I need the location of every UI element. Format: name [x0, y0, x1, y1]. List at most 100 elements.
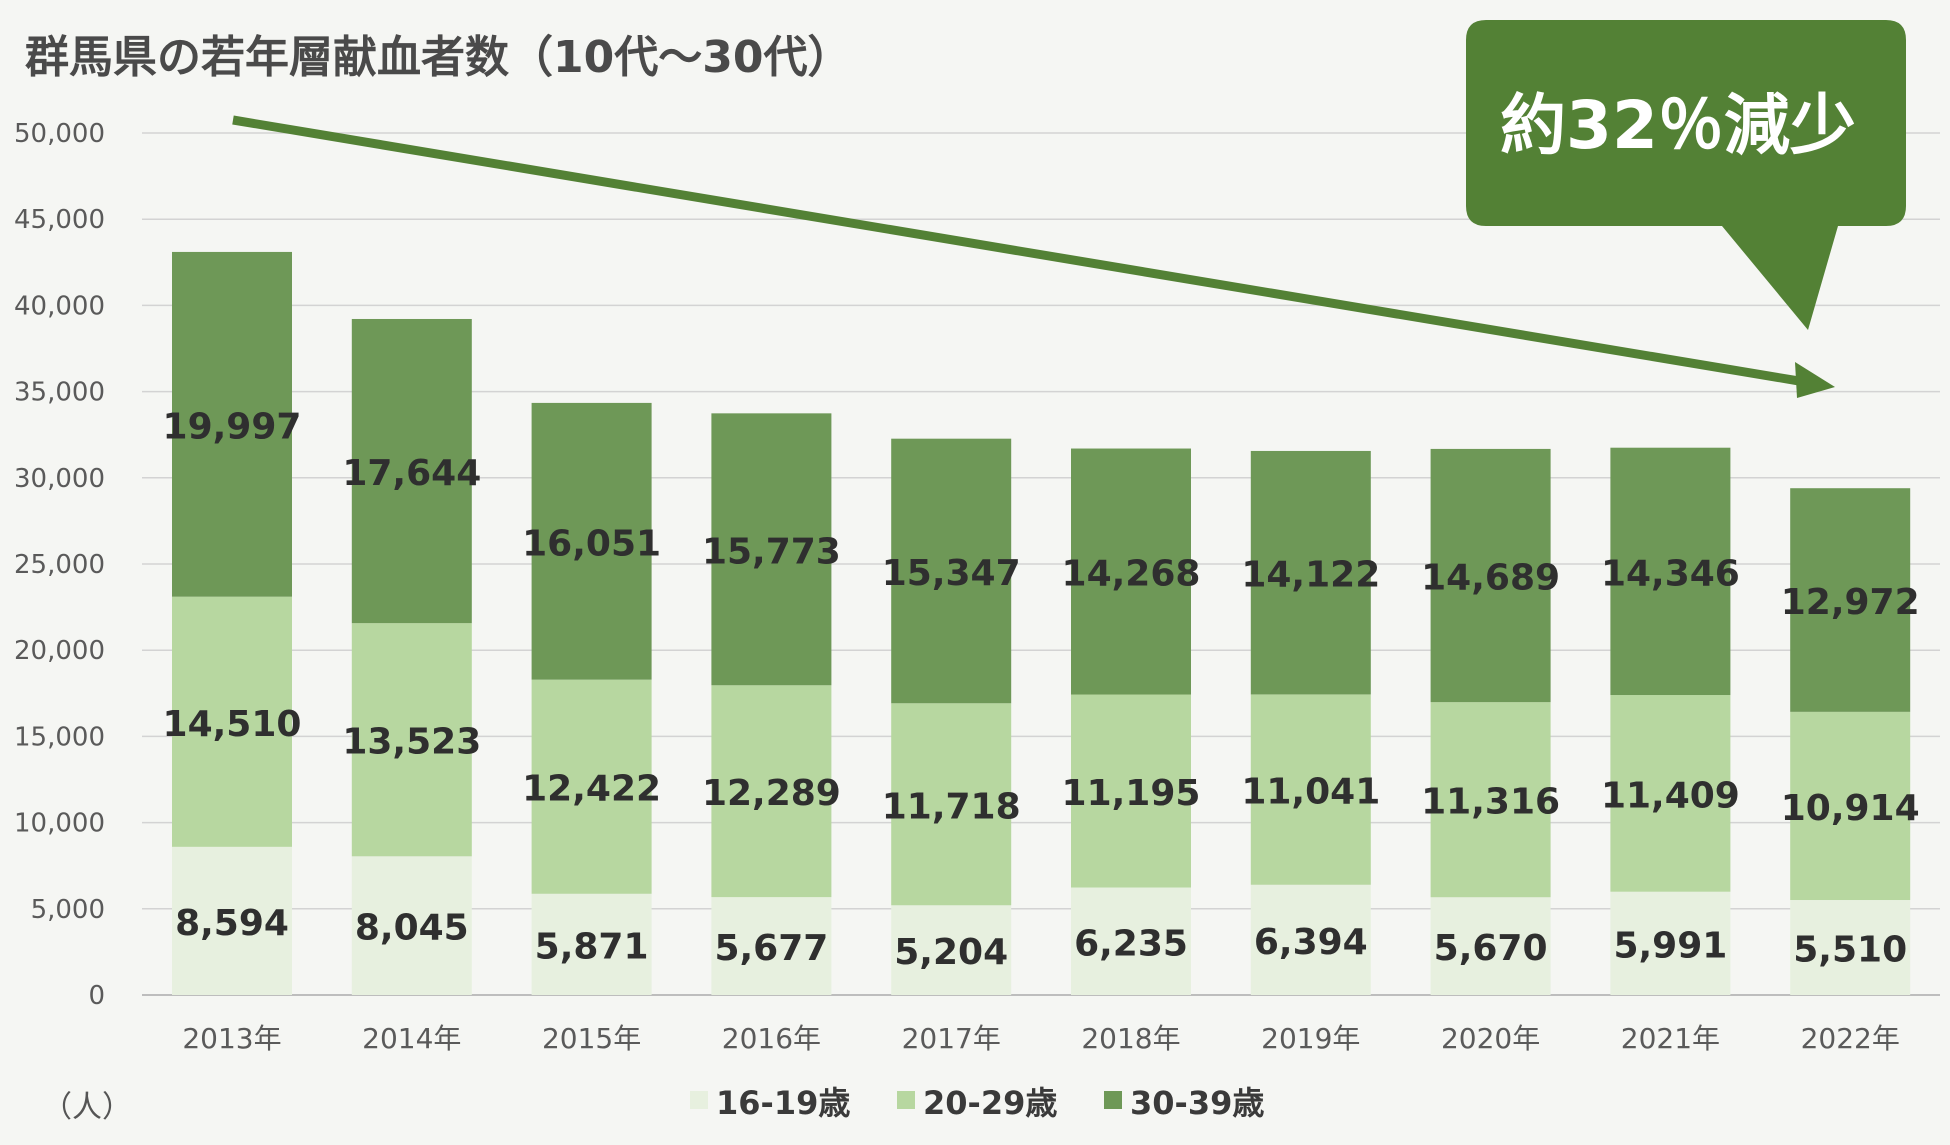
data-label: 17,644 — [342, 453, 481, 494]
y-tick-label: 0 — [88, 981, 105, 1011]
bar-30-39歳-2018年 — [1071, 448, 1191, 695]
data-label: 5,871 — [535, 926, 649, 967]
legend-swatch — [897, 1091, 915, 1109]
y-axis: 0 5,000 10,000 15,000 20,000 25,000 30,000 35,0… — [14, 119, 105, 1011]
legend-swatch — [690, 1091, 708, 1109]
y-tick-label: 5,000 — [31, 895, 105, 925]
x-tick-label: 2014年 — [362, 1022, 461, 1055]
data-label: 14,122 — [1241, 555, 1380, 596]
y-tick-label: 15,000 — [14, 722, 105, 752]
bar-20-29歳-2016年 — [711, 685, 832, 898]
bars-group: 8,594 14,510 19,997 8,045 13,523 17,644 5,871 1… — [163, 251, 1920, 995]
data-label: 15,773 — [702, 531, 841, 572]
callout-bubble: 約32％減少 — [1466, 20, 1906, 330]
bar-16-19歳-2015年 — [531, 893, 652, 995]
callout-text: 約32％減少 — [1500, 87, 1856, 164]
trend-arrow-line — [232, 115, 1806, 387]
data-label: 6,394 — [1254, 922, 1368, 963]
x-tick-label: 2017年 — [902, 1022, 1001, 1055]
x-tick-label: 2013年 — [182, 1022, 281, 1055]
legend: 16-19歳 20-29歳 30-39歳 — [690, 1084, 1264, 1122]
bar-20-29歳-2020年 — [1430, 702, 1551, 898]
data-label: 12,972 — [1781, 582, 1920, 623]
data-label: 12,422 — [522, 769, 661, 810]
data-label: 10,914 — [1781, 788, 1920, 829]
y-tick-label: 40,000 — [14, 291, 105, 321]
data-label: 5,991 — [1613, 925, 1727, 966]
bar-16-19歳-2013年 — [172, 846, 292, 995]
y-tick-label: 35,000 — [14, 378, 105, 408]
data-label: 5,677 — [714, 928, 828, 969]
legend-label: 20-29歳 — [923, 1084, 1057, 1122]
bar-20-29歳-2014年 — [351, 623, 472, 857]
y-tick-label: 45,000 — [14, 205, 105, 235]
data-label: 11,316 — [1421, 782, 1560, 823]
bar-16-19歳-2021年 — [1610, 891, 1731, 995]
bar-20-29歳-2022年 — [1790, 711, 1911, 901]
bar-20-29歳-2018年 — [1071, 694, 1191, 888]
chart-title: 群馬県の若年層献血者数（10代～30代） — [25, 32, 851, 83]
bar-30-39歳-2021年 — [1610, 447, 1731, 696]
data-label: 15,347 — [882, 553, 1021, 594]
x-axis: 2013年 2014年 2015年 2016年 2017年 2018年 2019年 2020年… — [182, 1022, 1899, 1055]
data-label: 11,409 — [1601, 775, 1740, 816]
x-tick-label: 2016年 — [722, 1022, 821, 1055]
y-tick-label: 20,000 — [14, 636, 105, 666]
bar-16-19歳-2019年 — [1250, 884, 1371, 995]
bar-30-39歳-2019年 — [1250, 450, 1371, 695]
data-label: 12,289 — [702, 773, 841, 814]
data-label: 14,346 — [1601, 553, 1740, 594]
bar-20-29歳-2021年 — [1610, 695, 1731, 892]
bar-16-19歳-2020年 — [1430, 897, 1551, 995]
bar-20-29歳-2019年 — [1250, 694, 1371, 885]
bar-30-39歳-2015年 — [531, 402, 652, 680]
data-label: 5,510 — [1793, 930, 1907, 971]
bar-16-19歳-2014年 — [351, 856, 472, 995]
y-tick-label: 25,000 — [14, 550, 105, 580]
data-label: 8,594 — [175, 903, 289, 944]
x-tick-label: 2015年 — [542, 1022, 641, 1055]
bar-16-19歳-2017年 — [891, 905, 1012, 995]
trend-arrow — [232, 115, 1835, 398]
bar-30-39歳-2020年 — [1430, 448, 1551, 703]
legend-swatch — [1104, 1091, 1122, 1109]
data-label: 8,045 — [355, 908, 469, 949]
y-tick-label: 30,000 — [14, 464, 105, 494]
legend-label: 16-19歳 — [716, 1084, 850, 1122]
bar-20-29歳-2015年 — [531, 679, 652, 894]
data-label: 5,204 — [894, 932, 1008, 973]
bar-30-39歳-2013年 — [172, 251, 292, 597]
data-label: 14,510 — [163, 704, 302, 745]
data-label: 14,268 — [1062, 554, 1201, 595]
data-label: 11,195 — [1062, 773, 1201, 814]
x-tick-label: 2018年 — [1081, 1022, 1180, 1055]
data-label: 19,997 — [163, 406, 302, 447]
data-label: 13,523 — [342, 722, 481, 763]
bar-20-29歳-2013年 — [172, 596, 292, 847]
bar-30-39歳-2017年 — [891, 438, 1012, 704]
trend-arrow-head — [1795, 362, 1835, 398]
data-label: 5,670 — [1434, 928, 1548, 969]
legend-label: 30-39歳 — [1130, 1084, 1264, 1122]
data-label: 14,689 — [1421, 558, 1560, 599]
y-tick-label: 50,000 — [14, 119, 105, 149]
bar-16-19歳-2022年 — [1790, 900, 1911, 995]
x-tick-label: 2021年 — [1621, 1022, 1720, 1055]
data-label: 16,051 — [522, 523, 661, 564]
x-tick-label: 2019年 — [1261, 1022, 1360, 1055]
callout-shape — [1466, 20, 1906, 330]
x-tick-label: 2022年 — [1801, 1022, 1900, 1055]
data-label: 6,235 — [1074, 923, 1188, 964]
data-label: 11,718 — [882, 786, 1021, 827]
y-tick-label: 10,000 — [14, 809, 105, 839]
bar-16-19歳-2016年 — [711, 897, 832, 995]
bar-16-19歳-2018年 — [1071, 887, 1191, 995]
bar-30-39歳-2014年 — [351, 318, 472, 624]
bar-20-29歳-2017年 — [891, 703, 1012, 906]
bar-30-39歳-2016年 — [711, 413, 832, 686]
bar-30-39歳-2022年 — [1790, 488, 1911, 712]
data-label: 11,041 — [1241, 772, 1380, 813]
x-tick-label: 2020年 — [1441, 1022, 1540, 1055]
